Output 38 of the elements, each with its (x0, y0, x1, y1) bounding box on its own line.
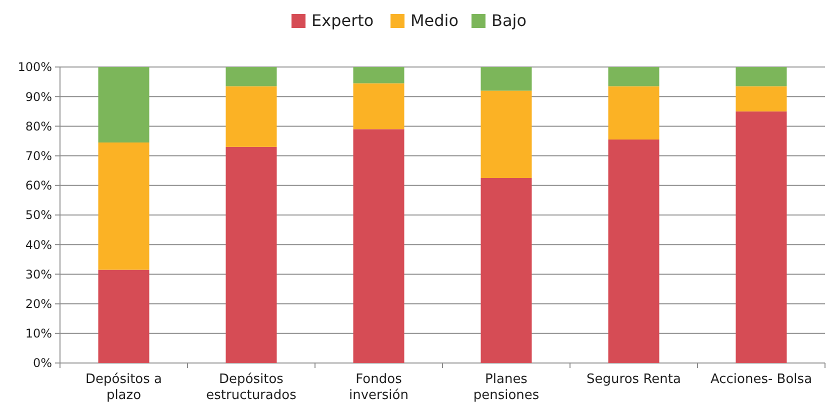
bar (480, 90, 532, 178)
y-tick-label: 40% (25, 238, 52, 252)
bar (608, 86, 660, 140)
y-tick-label: 30% (25, 267, 52, 282)
bar (98, 142, 150, 270)
bar (480, 178, 532, 363)
y-tick-label: 80% (25, 119, 52, 134)
bar (353, 83, 404, 130)
x-tick-label: Acciones- Bolsa (710, 372, 812, 387)
bar (736, 86, 787, 112)
bar (353, 129, 404, 363)
y-tick-label: 70% (25, 149, 52, 163)
x-tick-label: Planes pensiones (473, 372, 540, 403)
bar (736, 67, 787, 86)
bar (226, 146, 277, 363)
legend-label: Medio (410, 11, 459, 30)
x-tick-label: Fondos inversión (349, 372, 408, 403)
legend-label: Experto (312, 11, 374, 30)
bar (353, 67, 404, 84)
y-tick-label: 90% (25, 90, 52, 104)
bar (608, 67, 660, 86)
bar (736, 111, 787, 363)
bar (98, 67, 150, 142)
bar (226, 86, 277, 147)
y-tick-label: 0% (32, 356, 52, 370)
y-tick-label: 20% (25, 297, 52, 311)
bar (226, 67, 277, 86)
legend-label: Bajo (492, 11, 527, 30)
x-tick-label: Seguros Renta (586, 372, 681, 387)
y-tick-label: 60% (25, 178, 52, 193)
y-tick-label: 50% (25, 208, 52, 222)
bar (608, 140, 660, 363)
x-tick-label: Depósitos estructurados (206, 372, 297, 403)
x-tick-label: Depósitos a plazo (85, 372, 162, 403)
y-tick-label: 100% (18, 60, 52, 74)
bar (480, 67, 532, 91)
bar (98, 270, 150, 363)
y-tick-label: 10% (25, 326, 52, 341)
